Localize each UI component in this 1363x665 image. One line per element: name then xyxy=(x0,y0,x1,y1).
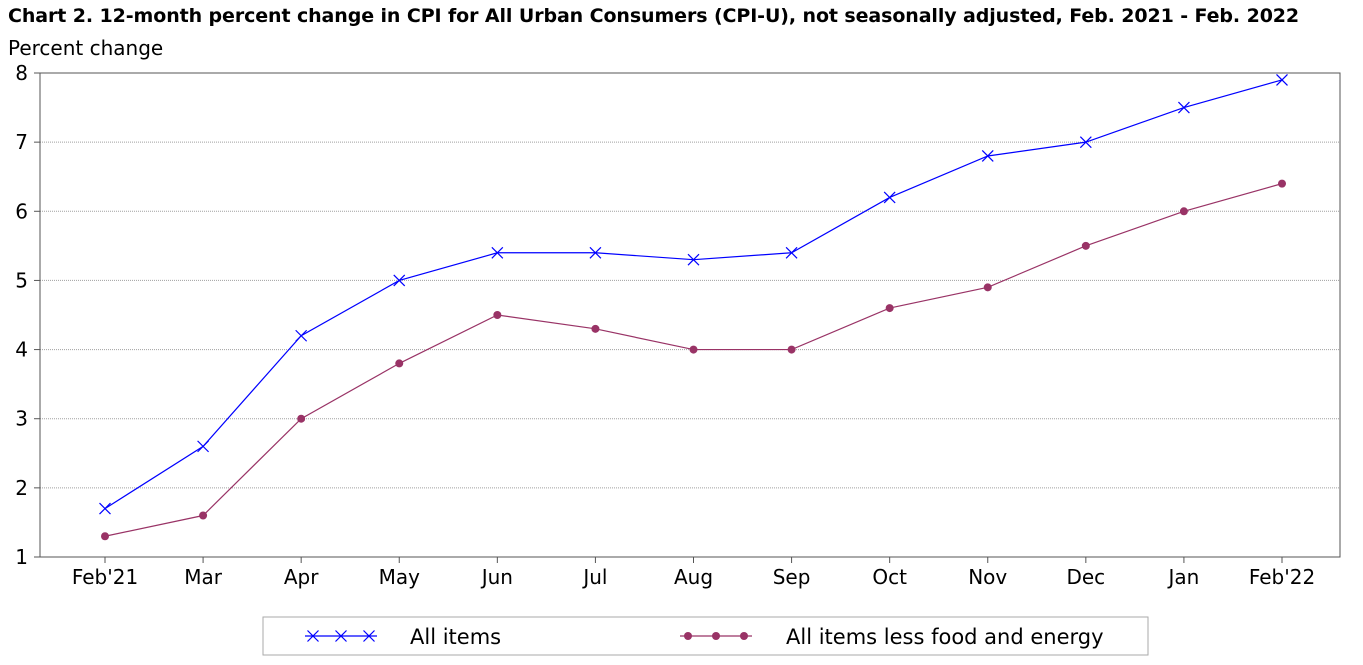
y-tick-label: 5 xyxy=(15,268,28,292)
x-tick-label: Aug xyxy=(674,565,713,589)
data-point xyxy=(591,324,600,333)
legend-marker xyxy=(335,630,347,642)
legend-item-1: All items xyxy=(305,625,501,649)
x-tick-label: Jun xyxy=(480,565,513,589)
x-marker-stroke xyxy=(491,246,504,259)
x-marker-stroke xyxy=(1177,101,1190,114)
x-marker-stroke xyxy=(589,246,602,259)
x-marker-stroke xyxy=(981,150,994,162)
data-point xyxy=(199,511,208,520)
data-point xyxy=(1278,179,1286,188)
y-tick-label: 3 xyxy=(15,407,28,431)
series-line xyxy=(104,79,1283,510)
x-marker-stroke xyxy=(335,630,347,642)
legend-item-2: All items less food and energy xyxy=(680,625,1104,649)
x-marker-stroke xyxy=(785,246,798,259)
x-tick-label: May xyxy=(379,565,421,589)
series-layer xyxy=(99,73,1288,541)
gridlines xyxy=(40,141,1340,489)
y-tick-label: 8 xyxy=(15,61,28,85)
data-point xyxy=(1177,101,1190,114)
legend-marker xyxy=(712,632,720,640)
series-1 xyxy=(99,73,1288,515)
data-point xyxy=(589,246,602,259)
x-tick-label: Oct xyxy=(872,565,907,589)
data-point xyxy=(689,345,698,354)
legend: All items All items less food and energy xyxy=(262,616,1149,656)
x-tick-label: Feb'22 xyxy=(1249,565,1315,589)
x-marker-stroke xyxy=(1079,136,1092,149)
data-point xyxy=(1276,73,1288,86)
data-point xyxy=(395,359,404,368)
data-point xyxy=(1081,241,1090,250)
data-point xyxy=(295,329,308,342)
x-marker-stroke xyxy=(883,191,896,204)
legend-marker xyxy=(740,632,748,640)
y-axis-label: Percent change xyxy=(8,36,164,60)
x-tick-label: Nov xyxy=(968,565,1007,589)
series-line xyxy=(104,183,1283,537)
data-point xyxy=(101,532,109,541)
legend-label: All items xyxy=(410,625,501,649)
x-tick-label: Feb'21 xyxy=(72,565,138,589)
x-marker-stroke xyxy=(363,630,375,642)
y-tick-label: 4 xyxy=(15,338,28,362)
y-tick-label: 7 xyxy=(15,130,28,154)
data-point xyxy=(491,246,504,259)
data-point xyxy=(687,253,700,266)
data-point xyxy=(883,191,896,204)
x-tick-label: Mar xyxy=(184,565,223,589)
x-tick-label: Apr xyxy=(284,565,319,589)
data-point xyxy=(983,283,992,292)
legend-marker xyxy=(363,630,375,642)
y-tick-label: 1 xyxy=(15,545,28,569)
data-point xyxy=(297,414,306,423)
data-point xyxy=(1179,207,1188,216)
data-point xyxy=(99,502,111,515)
x-marker-stroke xyxy=(393,274,406,287)
data-point xyxy=(393,274,406,287)
y-axis-ticks: 1 2 3 4 5 6 7 8 xyxy=(15,61,40,569)
x-tick-label: Jul xyxy=(581,565,607,589)
y-tick-label: 6 xyxy=(15,199,28,223)
x-marker-stroke xyxy=(307,630,319,642)
plot-area-frame xyxy=(39,72,1341,558)
data-point xyxy=(493,311,502,319)
data-point xyxy=(787,345,796,354)
data-point xyxy=(785,246,798,259)
y-tick-label: 2 xyxy=(15,476,28,500)
x-marker-stroke xyxy=(197,440,210,453)
x-marker-stroke xyxy=(99,502,111,515)
x-marker-stroke xyxy=(1276,73,1288,86)
x-tick-label: Dec xyxy=(1066,565,1105,589)
data-point xyxy=(197,440,210,453)
x-axis-ticks: Feb'21 Mar Apr May Jun Jul Aug Sep Oct Nov Dec Jan F… xyxy=(72,557,1315,589)
legend-label: All items less food and energy xyxy=(786,625,1104,649)
legend-marker xyxy=(307,630,319,642)
x-marker-stroke xyxy=(295,329,308,342)
legend-box xyxy=(262,616,1149,656)
data-point xyxy=(981,150,994,162)
chart-title: Chart 2. 12-month percent change in CPI … xyxy=(8,5,1300,27)
x-tick-label: Jan xyxy=(1166,565,1199,589)
legend-marker xyxy=(684,632,692,640)
data-point xyxy=(1079,136,1092,149)
x-tick-label: Sep xyxy=(773,565,811,589)
x-marker-stroke xyxy=(687,253,700,266)
series-2 xyxy=(101,179,1286,541)
data-point xyxy=(885,304,894,313)
